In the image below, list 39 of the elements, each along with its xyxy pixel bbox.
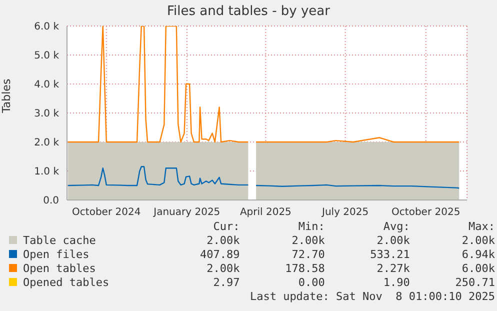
y-tick-label: 6.0 k [34,22,60,33]
y-tick-label: 1.0 k [34,166,60,178]
text: 0.00 [297,276,326,290]
legend-label: Opened tables [22,276,110,290]
y-tick-label: 2.0 k [34,138,60,149]
x-tick-label: July 2025 [321,207,369,218]
text: Cur: [212,220,241,234]
text: Max: [468,220,496,234]
chart-title: Files and tables - by year [166,3,331,21]
text: 2.27k [376,262,411,276]
x-tick-label: October 2024 [72,207,141,218]
y-tick-label: 4.0 k [34,80,60,91]
legend-label: Table cache [22,234,97,248]
y-axis-title: Tables [0,78,13,114]
text: 407.89 [199,248,241,262]
y-tick-label: 5.0 k [34,50,60,62]
x-tick-label: January 2025 [152,207,220,218]
text: 2.00k [206,234,241,248]
text: Min: [297,220,326,234]
text: Last update: Sat Nov 8 01:00:10 2025 [248,290,496,304]
text: 250.71 [454,276,496,290]
y-tick-label: 0.0 [43,196,59,207]
legend-label: Open files [22,248,90,262]
text: 178.58 [284,262,326,276]
text: 2.00k [460,234,496,248]
text: 1.90 [382,276,411,290]
legend-label: Open tables [22,262,97,276]
text: 6.94k [460,248,496,262]
y-tick-label: 3.0 k [34,108,60,120]
text: 2.00k [206,262,241,276]
text: 2.00k [376,234,411,248]
text: Avg: [382,220,411,234]
text: 2.00k [290,234,326,248]
text: 72.70 [290,248,326,262]
text: 2.97 [212,276,241,290]
x-tick-label: April 2025 [240,207,292,218]
x-tick-label: October 2025 [392,207,460,218]
text: 533.21 [369,248,411,262]
text: 6.00k [460,262,496,276]
